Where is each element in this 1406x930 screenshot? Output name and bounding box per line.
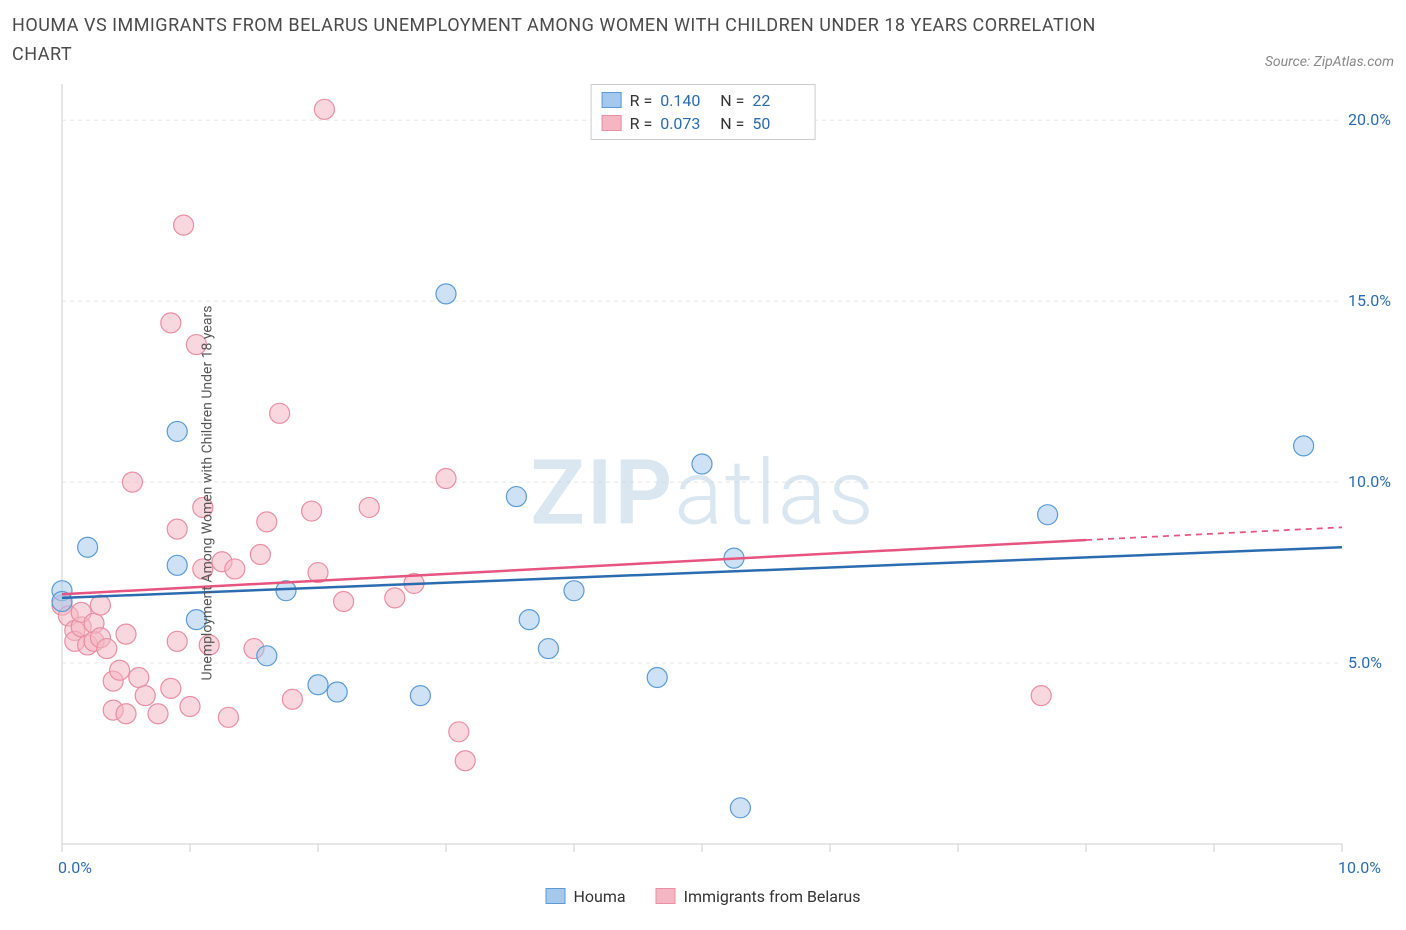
chart-title: HOUMA VS IMMIGRANTS FROM BELARUS UNEMPLO…: [12, 12, 1112, 70]
x-tick-label: 10.0%: [1338, 858, 1381, 877]
y-tick-label: 5.0%: [1348, 653, 1382, 672]
chart-source: Source: ZipAtlas.com: [1265, 54, 1394, 70]
legend-item-houma: Houma: [546, 887, 626, 906]
stats-legend: R = 0.140 N = 22 R = 0.073 N = 50: [591, 84, 816, 140]
chart-header: HOUMA VS IMMIGRANTS FROM BELARUS UNEMPLO…: [12, 12, 1394, 70]
swatch-belarus: [602, 115, 622, 131]
n-value-houma: 22: [752, 91, 804, 110]
n-value-belarus: 50: [752, 114, 804, 133]
legend-swatch-houma: [546, 888, 566, 904]
y-tick-label: 20.0%: [1348, 110, 1391, 129]
y-tick-label: 15.0%: [1348, 291, 1391, 310]
stats-row-houma: R = 0.140 N = 22: [602, 89, 805, 112]
r-value-belarus: 0.073: [660, 114, 712, 133]
legend-swatch-belarus: [656, 888, 676, 904]
stats-row-belarus: R = 0.073 N = 50: [602, 112, 805, 135]
legend-label-belarus: Immigrants from Belarus: [684, 887, 861, 906]
swatch-houma: [602, 92, 622, 108]
x-tick-label: 0.0%: [58, 858, 92, 877]
chart-area: Unemployment Among Women with Children U…: [12, 78, 1394, 908]
y-axis-label: Unemployment Among Women with Children U…: [199, 305, 215, 680]
legend-item-belarus: Immigrants from Belarus: [656, 887, 861, 906]
legend-label-houma: Houma: [574, 887, 626, 906]
r-value-houma: 0.140: [660, 91, 712, 110]
series-legend: Houma Immigrants from Belarus: [546, 887, 861, 906]
scatter-plot-svg: [12, 78, 1394, 908]
y-tick-label: 10.0%: [1348, 472, 1391, 491]
